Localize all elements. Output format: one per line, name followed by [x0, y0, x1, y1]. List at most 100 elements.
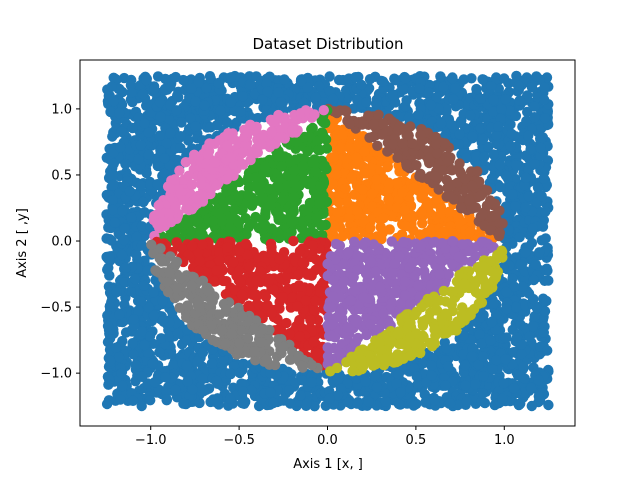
scatter-point — [532, 182, 544, 193]
scatter-point — [273, 182, 285, 193]
scatter-point — [153, 200, 164, 211]
series-3 — [323, 103, 508, 242]
scatter-point — [349, 284, 360, 296]
scatter-point — [226, 328, 237, 340]
scatter-point — [505, 140, 516, 152]
scatter-point — [174, 302, 185, 313]
scatter-point — [329, 221, 340, 233]
scatter-point — [143, 302, 155, 313]
scatter-point — [237, 310, 248, 322]
scatter-point — [163, 208, 175, 219]
scatter-point — [518, 361, 529, 373]
scatter-point — [487, 364, 498, 375]
scatter-point — [287, 125, 298, 136]
scatter-point — [530, 259, 541, 270]
scatter-point — [434, 268, 445, 280]
scatter-point — [540, 206, 551, 217]
scatter-point — [199, 100, 210, 111]
scatter-point — [373, 109, 384, 121]
scatter-point — [438, 165, 449, 176]
scatter-point — [119, 277, 130, 288]
scatter-point — [520, 172, 531, 183]
scatter-point — [459, 173, 471, 184]
scatter-point — [458, 74, 469, 85]
scatter-point — [265, 367, 276, 379]
scatter-point — [300, 295, 312, 306]
scatter-point — [414, 171, 425, 182]
scatter-point — [261, 354, 272, 365]
scatter-point — [165, 127, 176, 139]
scatter-point — [332, 390, 344, 401]
scatter-point — [145, 395, 156, 406]
scatter-point — [536, 190, 547, 202]
scatter-point — [423, 87, 434, 98]
scatter-point — [358, 292, 369, 303]
scatter-point — [314, 144, 326, 156]
scatter-point — [126, 212, 137, 223]
scatter-point — [225, 368, 236, 379]
scatter-point — [309, 109, 320, 120]
scatter-point — [458, 349, 469, 360]
scatter-point — [171, 105, 182, 116]
scatter-point — [471, 83, 482, 95]
scatter-point — [273, 211, 284, 222]
scatter-point — [222, 140, 233, 152]
scatter-point — [154, 96, 166, 108]
scatter-point — [225, 72, 237, 83]
scatter-point — [399, 205, 410, 216]
scatter-point — [420, 397, 431, 408]
scatter-point — [533, 374, 544, 386]
scatter-point — [157, 315, 169, 326]
scatter-point — [154, 130, 165, 141]
scatter-point — [236, 378, 247, 389]
scatter-point — [538, 327, 549, 338]
scatter-point — [450, 83, 461, 94]
scatter-point — [161, 394, 173, 405]
scatter-point — [135, 296, 147, 307]
scatter-point — [466, 351, 478, 362]
scatter-point — [313, 80, 325, 92]
scatter-point — [255, 337, 267, 348]
scatter-point — [259, 219, 271, 231]
scatter-point — [464, 110, 476, 121]
scatter-point — [533, 391, 544, 402]
scatter-point — [444, 398, 456, 409]
scatter-point — [452, 177, 463, 188]
scatter-point — [345, 295, 356, 306]
scatter-point — [360, 268, 372, 279]
scatter-point — [128, 349, 139, 360]
scatter-point — [277, 292, 289, 303]
scatter-point — [322, 342, 333, 353]
scatter-point — [243, 172, 254, 183]
scatter-point — [274, 132, 285, 143]
scatter-point — [135, 140, 147, 151]
scatter-point — [415, 129, 426, 141]
scatter-point — [124, 186, 136, 197]
scatter-point — [500, 286, 512, 298]
scatter-point — [471, 151, 482, 162]
scatter-point — [474, 329, 485, 340]
scatter-point — [216, 325, 228, 336]
scatter-point — [358, 168, 370, 179]
scatter-point — [295, 76, 307, 87]
scatter-point — [107, 204, 118, 216]
scatter-point — [461, 396, 473, 407]
scatter-point — [497, 393, 508, 404]
scatter-point — [197, 239, 208, 250]
scatter-point — [311, 347, 322, 359]
scatter-point — [527, 223, 539, 234]
scatter-point — [517, 281, 528, 292]
scatter-point — [309, 304, 320, 316]
scatter-point — [319, 160, 330, 171]
scatter-point — [276, 161, 287, 172]
scatter-point — [444, 155, 455, 166]
scatter-point — [315, 286, 326, 297]
scatter-point — [257, 323, 269, 335]
scatter-point — [337, 129, 349, 140]
scatter-point — [522, 90, 533, 101]
scatter-point — [139, 118, 150, 129]
scatter-point — [531, 71, 542, 82]
scatter-point — [378, 308, 389, 319]
scatter-point — [504, 105, 516, 116]
scatter-point — [149, 377, 160, 388]
